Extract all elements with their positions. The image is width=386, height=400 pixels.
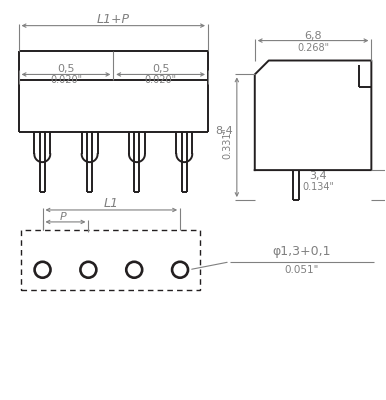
Text: 0,5: 0,5 xyxy=(57,64,75,74)
Text: 8,4: 8,4 xyxy=(215,126,233,136)
Text: P: P xyxy=(60,212,67,222)
Text: 0.020": 0.020" xyxy=(144,76,177,86)
Bar xyxy=(20,230,200,290)
Text: 6,8: 6,8 xyxy=(304,30,322,40)
Text: 0.020": 0.020" xyxy=(50,76,82,86)
Text: L1: L1 xyxy=(104,198,119,210)
Text: 0,5: 0,5 xyxy=(152,64,169,74)
Text: 0.331": 0.331" xyxy=(223,127,233,159)
Text: L1+P: L1+P xyxy=(97,13,130,26)
Text: φ1,3+0,1: φ1,3+0,1 xyxy=(273,245,331,258)
Text: 0.051": 0.051" xyxy=(284,265,319,275)
Text: 3,4: 3,4 xyxy=(309,171,327,181)
Text: 0.268": 0.268" xyxy=(297,42,329,52)
Text: 0.134": 0.134" xyxy=(302,182,334,192)
